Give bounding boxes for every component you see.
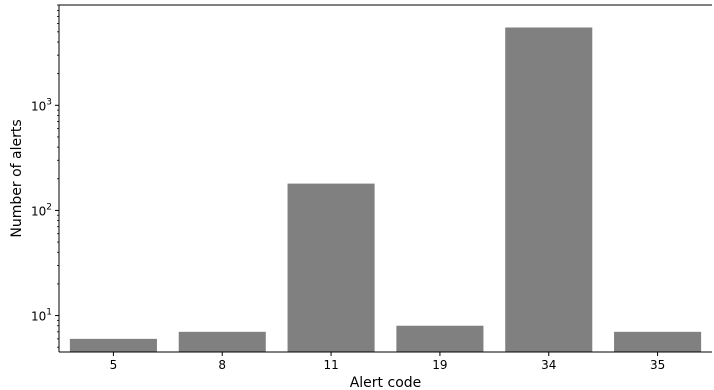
x-tick-label: 11 (323, 358, 338, 372)
bar-11 (287, 183, 375, 352)
bar-34 (505, 27, 593, 353)
y-axis-label: Number of alerts (9, 119, 25, 237)
x-tick-label: 5 (110, 358, 118, 372)
bar-35 (614, 331, 702, 352)
y-tick-label: 103 (31, 97, 52, 113)
bar-19 (396, 325, 484, 352)
x-tick-label: 8 (218, 358, 226, 372)
y-tick-label: 101 (31, 308, 52, 324)
x-tick-label: 19 (432, 358, 447, 372)
x-tick-label: 35 (650, 358, 665, 372)
bar-5 (69, 338, 157, 352)
x-tick-label: 34 (541, 358, 556, 372)
x-axis-label: Alert code (350, 375, 422, 390)
y-tick-label: 102 (31, 202, 52, 218)
bars-group (69, 27, 702, 353)
y-axis-ticks: 101 102 103 (31, 4, 59, 348)
x-axis-ticks: 5 8 11 19 34 35 (110, 352, 665, 372)
bar-8 (178, 331, 266, 352)
